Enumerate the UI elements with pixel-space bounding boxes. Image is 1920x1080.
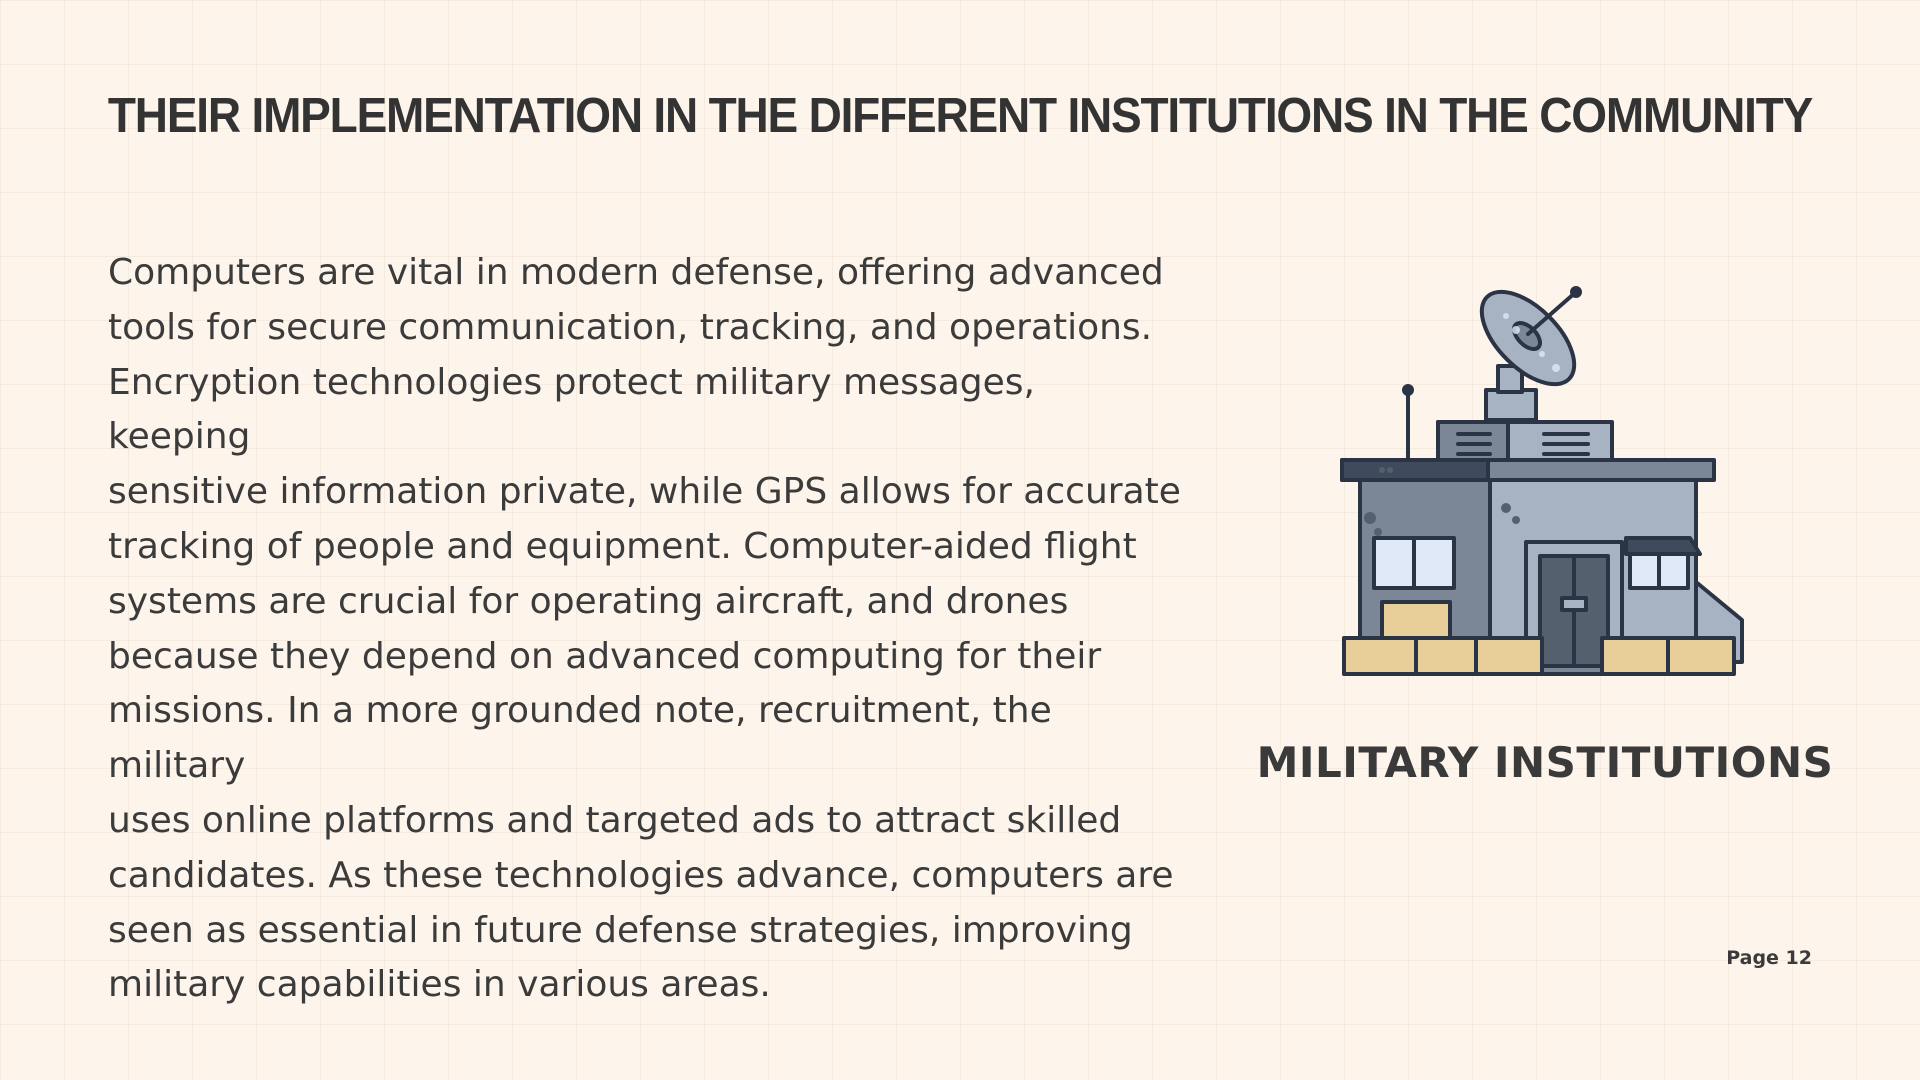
slide-title: THEIR IMPLEMENTATION IN THE DIFFERENT IN… <box>107 87 1813 143</box>
institution-label: MILITARY INSTITUTIONS <box>1256 738 1834 787</box>
body-paragraph: Computers are vital in modern defense, o… <box>108 252 1181 1006</box>
page-number: Page 12 <box>1726 947 1812 969</box>
military-building-icon <box>1330 270 1770 690</box>
